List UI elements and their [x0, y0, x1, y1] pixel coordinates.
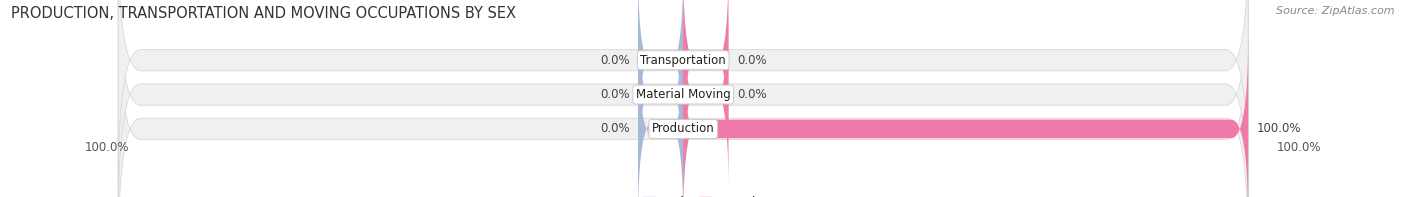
FancyBboxPatch shape — [683, 35, 1249, 197]
FancyBboxPatch shape — [638, 35, 683, 197]
Text: Transportation: Transportation — [640, 54, 725, 67]
Text: 0.0%: 0.0% — [737, 54, 766, 67]
Legend: Male, Female: Male, Female — [643, 196, 763, 197]
Text: 0.0%: 0.0% — [600, 122, 630, 135]
FancyBboxPatch shape — [118, 0, 1249, 187]
FancyBboxPatch shape — [683, 0, 728, 154]
FancyBboxPatch shape — [118, 0, 1249, 197]
Text: Material Moving: Material Moving — [636, 88, 731, 101]
FancyBboxPatch shape — [683, 1, 728, 188]
Text: 100.0%: 100.0% — [84, 141, 129, 154]
Text: 0.0%: 0.0% — [600, 54, 630, 67]
Text: Production: Production — [652, 122, 714, 135]
Text: 0.0%: 0.0% — [600, 88, 630, 101]
Text: PRODUCTION, TRANSPORTATION AND MOVING OCCUPATIONS BY SEX: PRODUCTION, TRANSPORTATION AND MOVING OC… — [11, 6, 516, 21]
Text: 100.0%: 100.0% — [1257, 122, 1301, 135]
FancyBboxPatch shape — [118, 2, 1249, 197]
Text: 0.0%: 0.0% — [737, 88, 766, 101]
Text: 100.0%: 100.0% — [1277, 141, 1322, 154]
FancyBboxPatch shape — [638, 1, 683, 188]
FancyBboxPatch shape — [638, 0, 683, 154]
Text: Source: ZipAtlas.com: Source: ZipAtlas.com — [1277, 6, 1395, 16]
